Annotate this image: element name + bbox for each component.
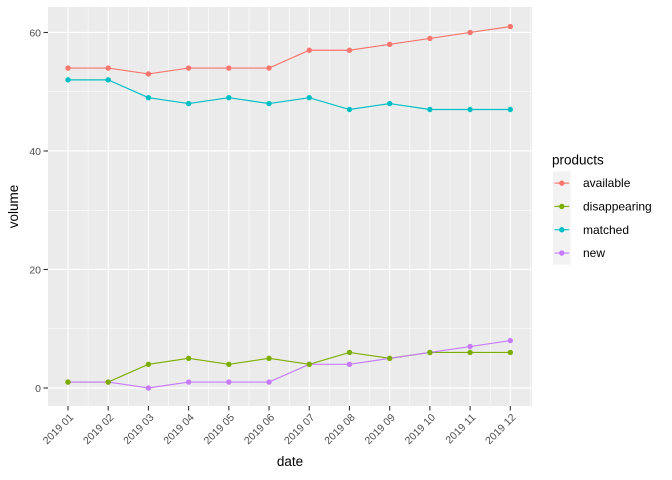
data-point-disappearing bbox=[346, 349, 353, 356]
data-point-available bbox=[507, 23, 514, 30]
data-point-available bbox=[467, 29, 473, 36]
data-point-new bbox=[226, 379, 232, 385]
data-point-new bbox=[266, 379, 272, 385]
data-point-matched bbox=[266, 100, 272, 107]
data-point-disappearing bbox=[386, 355, 393, 362]
data-point-new bbox=[185, 379, 192, 385]
data-point-matched bbox=[306, 94, 312, 101]
data-point-disappearing bbox=[185, 355, 192, 362]
series-line-new bbox=[68, 340, 511, 389]
data-point-disappearing bbox=[427, 349, 433, 356]
data-point-matched bbox=[105, 77, 111, 83]
x-axis-title: date bbox=[277, 454, 303, 469]
series-line-disappearing bbox=[68, 351, 511, 383]
data-point-available bbox=[427, 35, 433, 42]
data-point-new bbox=[145, 385, 152, 391]
data-point-disappearing bbox=[105, 379, 111, 385]
data-point-disappearing bbox=[145, 361, 152, 367]
legend-key-dot bbox=[559, 203, 565, 210]
legend-key-dot bbox=[559, 227, 565, 233]
data-point-matched bbox=[427, 106, 433, 113]
data-point-matched bbox=[386, 100, 393, 107]
data-point-available bbox=[266, 65, 272, 71]
axis-ticks bbox=[43, 31, 511, 411]
y-axis-labels: 0 20 40 60 bbox=[29, 27, 41, 395]
series-line-matched bbox=[68, 79, 511, 111]
data-point-available bbox=[346, 47, 353, 53]
data-point-matched bbox=[467, 106, 473, 113]
data-point-available bbox=[145, 71, 152, 77]
data-point-available bbox=[105, 65, 111, 71]
y-tick-label: 40 bbox=[29, 146, 41, 158]
data-point-disappearing bbox=[226, 361, 232, 367]
gridlines-major bbox=[48, 7, 532, 406]
data-point-matched bbox=[507, 106, 514, 113]
data-point-available bbox=[65, 65, 71, 71]
points-available bbox=[65, 23, 514, 77]
series-line-available bbox=[68, 25, 511, 75]
points-disappearing bbox=[65, 349, 514, 385]
data-point-new bbox=[467, 343, 473, 350]
legend-title: products bbox=[552, 153, 604, 168]
data-point-matched bbox=[226, 94, 232, 101]
data-point-matched bbox=[346, 106, 353, 113]
data-point-disappearing bbox=[306, 361, 312, 367]
data-point-matched bbox=[65, 77, 71, 83]
data-point-disappearing bbox=[266, 355, 272, 362]
data-point-disappearing bbox=[65, 379, 71, 385]
legend-label-new: new bbox=[583, 246, 605, 260]
legend-key-dot bbox=[559, 180, 565, 186]
data-point-new bbox=[507, 337, 514, 344]
legend-key-dot bbox=[559, 250, 565, 256]
legend-item-new: new bbox=[553, 241, 605, 265]
data-point-available bbox=[226, 65, 232, 71]
legend-label-available: available bbox=[583, 176, 631, 190]
legend-item-matched: matched bbox=[553, 218, 629, 242]
y-tick-label: 60 bbox=[29, 27, 41, 39]
data-point-disappearing bbox=[467, 349, 473, 356]
plot-panel bbox=[48, 7, 532, 406]
y-tick-label: 20 bbox=[29, 264, 41, 276]
data-point-available bbox=[185, 65, 192, 71]
legend-label-matched: matched bbox=[583, 223, 629, 237]
data-point-available bbox=[386, 41, 393, 48]
y-tick-label: 0 bbox=[35, 383, 41, 395]
gridlines-minor bbox=[48, 7, 532, 406]
series-lines bbox=[68, 25, 511, 389]
points-matched bbox=[65, 77, 514, 113]
legend-item-available: available bbox=[553, 171, 631, 195]
data-point-available bbox=[306, 47, 312, 53]
data-point-new bbox=[346, 361, 353, 367]
legend-label-disappearing: disappearing bbox=[583, 199, 652, 213]
data-point-matched bbox=[145, 94, 152, 101]
data-point-disappearing bbox=[507, 349, 514, 356]
series-points bbox=[65, 23, 514, 391]
data-point-matched bbox=[185, 100, 192, 107]
y-axis-title: volume bbox=[6, 185, 21, 229]
legend-item-disappearing: disappearing bbox=[553, 194, 652, 219]
legend: products available disappearing matched new bbox=[552, 153, 652, 265]
